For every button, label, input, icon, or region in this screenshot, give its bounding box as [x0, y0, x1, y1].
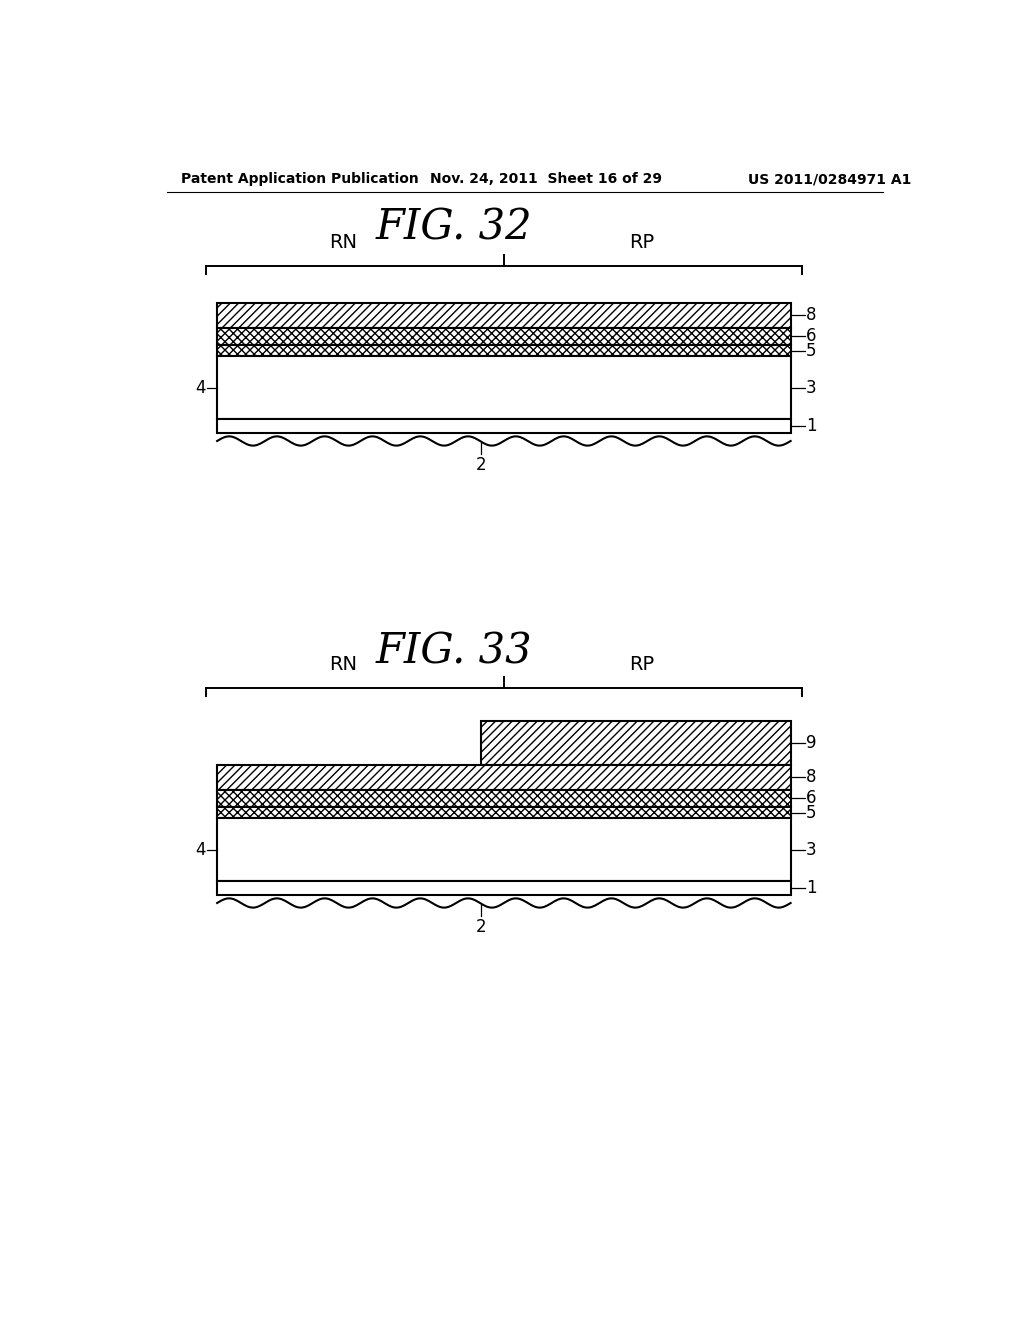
Bar [217, 766, 791, 789]
Bar [217, 304, 791, 327]
Text: 1: 1 [806, 879, 817, 898]
Text: 6: 6 [806, 789, 816, 808]
Text: 8: 8 [806, 306, 816, 325]
Text: 4: 4 [195, 379, 206, 397]
Text: 8: 8 [806, 768, 816, 787]
Bar [217, 882, 791, 895]
Text: 5: 5 [806, 804, 816, 821]
Bar [217, 345, 791, 356]
Bar [217, 818, 791, 882]
Text: FIG. 32: FIG. 32 [375, 207, 531, 248]
Text: 3: 3 [806, 379, 817, 397]
Text: Nov. 24, 2011  Sheet 16 of 29: Nov. 24, 2011 Sheet 16 of 29 [430, 172, 663, 186]
Text: 3: 3 [806, 841, 817, 859]
Text: 2: 2 [475, 457, 486, 474]
Polygon shape [469, 818, 493, 858]
Text: 6: 6 [806, 327, 816, 346]
Text: RP: RP [629, 234, 654, 252]
Bar [217, 420, 791, 433]
Text: RN: RN [329, 655, 357, 675]
Text: 2: 2 [475, 919, 486, 936]
Bar [217, 789, 791, 807]
Text: US 2011/0284971 A1: US 2011/0284971 A1 [748, 172, 911, 186]
Text: 1: 1 [806, 417, 817, 436]
Text: RP: RP [629, 655, 654, 675]
Text: FIG. 33: FIG. 33 [375, 630, 531, 672]
Bar [217, 356, 791, 420]
Text: RN: RN [329, 234, 357, 252]
Bar [217, 327, 791, 345]
Text: 5: 5 [806, 342, 816, 359]
Polygon shape [469, 356, 493, 396]
Bar [217, 807, 791, 818]
Text: Patent Application Publication: Patent Application Publication [180, 172, 419, 186]
Bar [480, 721, 791, 766]
Text: 9: 9 [806, 734, 816, 752]
Text: 4: 4 [195, 841, 206, 859]
